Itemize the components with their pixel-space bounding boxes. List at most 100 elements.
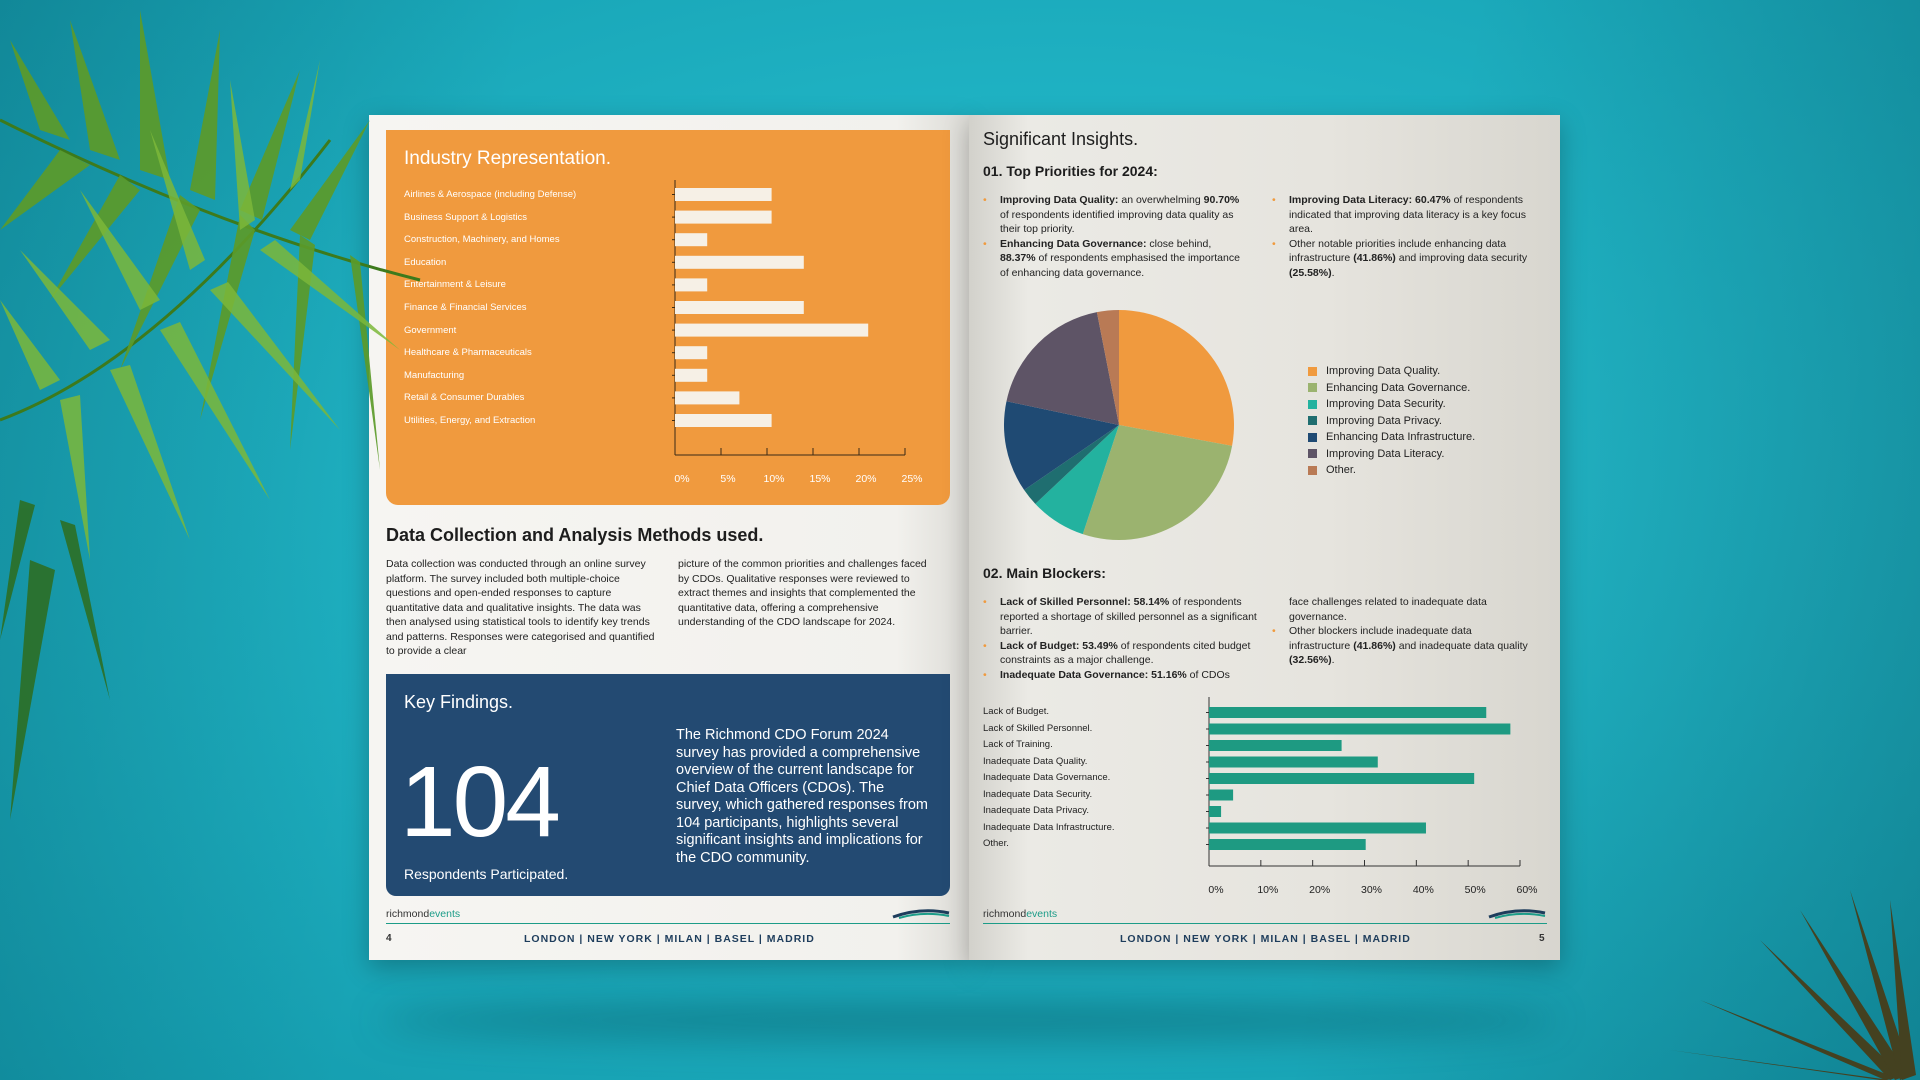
bullet-item: Inadequate Data Governance: 51.16% of CD… <box>983 668 1261 683</box>
legend-swatch <box>1308 383 1317 393</box>
respondents-count: 104 <box>400 746 561 858</box>
pie-slice <box>1024 425 1119 504</box>
brochure-page-right: Significant Insights. 01. Top Priorities… <box>969 115 1560 960</box>
blockers-list-2: face challenges related to inadequate da… <box>1272 595 1532 668</box>
industry-bar <box>675 391 740 405</box>
industry-bar <box>675 188 772 201</box>
priorities-pie-chart <box>1004 310 1234 540</box>
x-tick-label: 50% <box>1465 884 1486 896</box>
legend-label: Improving Data Quality. <box>1326 365 1441 378</box>
logo-part-events: events <box>429 908 461 920</box>
legend-item: Other. <box>1308 462 1475 479</box>
pie-slice <box>1096 310 1119 425</box>
bullet-item: Lack of Skilled Personnel: 58.14% of res… <box>983 595 1261 639</box>
brochure-shadow <box>378 1000 1558 1040</box>
industry-label: Government <box>404 324 457 336</box>
blocker-bar <box>1209 789 1234 801</box>
pie-slice <box>1082 425 1233 540</box>
wave-logo-icon <box>892 909 950 919</box>
bullet-item: Improving Data Quality: an overwhelming … <box>983 193 1248 237</box>
industry-bar <box>675 301 804 314</box>
industry-bar <box>675 323 869 337</box>
blockers-list-1: Lack of Skilled Personnel: 58.14% of res… <box>983 595 1261 682</box>
logo-part-events: events <box>1026 908 1058 920</box>
x-tick-label: 10% <box>1257 884 1278 896</box>
blocker-bar <box>1209 773 1475 784</box>
industry-bar-chart: 0% 5% 10% 15% 20% 25% <box>672 180 923 485</box>
industry-bar <box>675 255 804 269</box>
industry-bar <box>675 414 772 427</box>
legend-label: Enhancing Data Infrastructure. <box>1326 431 1476 444</box>
brochure-page-left: Industry Representation. Airlines & Aero… <box>369 115 969 960</box>
blocker-label: Lack of Skilled Personnel. <box>983 722 1093 734</box>
industry-label: Utilities, Energy, and Extraction <box>404 415 536 426</box>
blocker-label: Inadequate Data Quality. <box>983 755 1088 767</box>
industry-panel: Industry Representation. Airlines & Aero… <box>386 130 950 505</box>
key-findings-panel: Key Findings. 104 Respondents Participat… <box>386 674 950 896</box>
blocker-bar <box>1209 822 1426 834</box>
industry-label: Entertainment & Leisure <box>404 279 506 291</box>
priorities-list-1: Improving Data Quality: an overwhelming … <box>983 193 1248 280</box>
industry-label: Airlines & Aerospace (including Defense) <box>404 189 577 200</box>
legend-swatch <box>1308 432 1317 442</box>
legend-item: Improving Data Privacy. <box>1308 413 1475 430</box>
richmond-events-logo-right: richmondevents <box>983 908 1057 920</box>
industry-label: Retail & Consumer Durables <box>404 392 525 404</box>
industry-label: Healthcare & Pharmaceuticals <box>404 347 532 359</box>
bullet-item: Other blockers include inadequate data i… <box>1272 624 1532 668</box>
footer-cities-left: LONDON | NEW YORK | MILAN | BASEL | MADR… <box>524 933 815 945</box>
industry-bar <box>675 210 772 224</box>
pie-slice <box>1006 312 1119 425</box>
key-findings-title: Key Findings. <box>404 692 514 712</box>
legend-label: Improving Data Privacy. <box>1326 414 1442 427</box>
blocker-bar <box>1209 839 1366 850</box>
x-tick-label: 60% <box>1516 884 1537 896</box>
bullet-item: Improving Data Literacy: 60.47% of respo… <box>1272 193 1544 237</box>
blocker-bar <box>1209 806 1222 817</box>
x-tick-label: 10% <box>763 473 784 485</box>
blocker-label: Lack of Budget. <box>983 706 1050 717</box>
methods-column-1: Data collection was conducted through an… <box>386 558 655 657</box>
pie-slice <box>1004 401 1119 491</box>
bullet-item: face challenges related to inadequate da… <box>1289 596 1487 623</box>
x-tick-label: 5% <box>720 473 735 485</box>
richmond-events-logo: richmondevents <box>386 908 460 920</box>
footer-rule <box>386 923 950 924</box>
blockers-bar-chart: 0% 10% 20% 30% 40% 50% 60% <box>1206 697 1538 896</box>
bullet-item: Other notable priorities include enhanci… <box>1272 237 1544 281</box>
legend-item: Enhancing Data Infrastructure. <box>1308 429 1475 446</box>
blocker-label: Inadequate Data Privacy. <box>983 805 1089 816</box>
insights-title: Significant Insights. <box>983 129 1139 149</box>
priorities-heading: 01. Top Priorities for 2024: <box>983 163 1158 179</box>
legend-item: Improving Data Security. <box>1308 396 1475 413</box>
legend-label: Enhancing Data Governance. <box>1326 381 1471 394</box>
wave-logo-icon <box>1488 909 1546 919</box>
blocker-label: Inadequate Data Governance. <box>983 772 1111 783</box>
bullet-item: Lack of Budget: 53.49% of respondents ci… <box>983 639 1261 668</box>
palm-leaf-icon <box>1670 890 1916 1080</box>
legend-label: Improving Data Literacy. <box>1326 447 1445 460</box>
page-number-right: 5 <box>1539 933 1545 944</box>
priorities-list-2: Improving Data Literacy: 60.47% of respo… <box>1272 193 1544 280</box>
footer-rule <box>983 923 1547 924</box>
blockers-heading: 02. Main Blockers: <box>983 565 1106 581</box>
pie-slice <box>1119 310 1234 446</box>
industry-bar <box>675 368 708 382</box>
x-tick-label: 25% <box>901 473 922 485</box>
x-tick-label: 0% <box>674 473 689 485</box>
legend-label: Improving Data Security. <box>1326 398 1446 411</box>
legend-item: Improving Data Quality. <box>1308 363 1475 380</box>
x-tick-label: 15% <box>809 473 830 485</box>
blocker-label: Inadequate Data Infrastructure. <box>983 821 1115 833</box>
industry-label: Manufacturing <box>404 369 465 381</box>
blocker-label: Other. <box>983 838 1009 849</box>
legend-swatch <box>1308 465 1317 475</box>
legend-item: Improving Data Literacy. <box>1308 446 1475 463</box>
pie-legend: Improving Data Quality. Enhancing Data Go… <box>1308 363 1475 479</box>
blocker-bar <box>1209 756 1378 768</box>
methods-heading: Data Collection and Analysis Methods use… <box>386 525 764 545</box>
industry-bar <box>675 233 708 247</box>
footer-cities-right: LONDON | NEW YORK | MILAN | BASEL | MADR… <box>1120 933 1411 945</box>
legend-label: Other. <box>1326 464 1356 477</box>
industry-bar <box>675 346 708 360</box>
